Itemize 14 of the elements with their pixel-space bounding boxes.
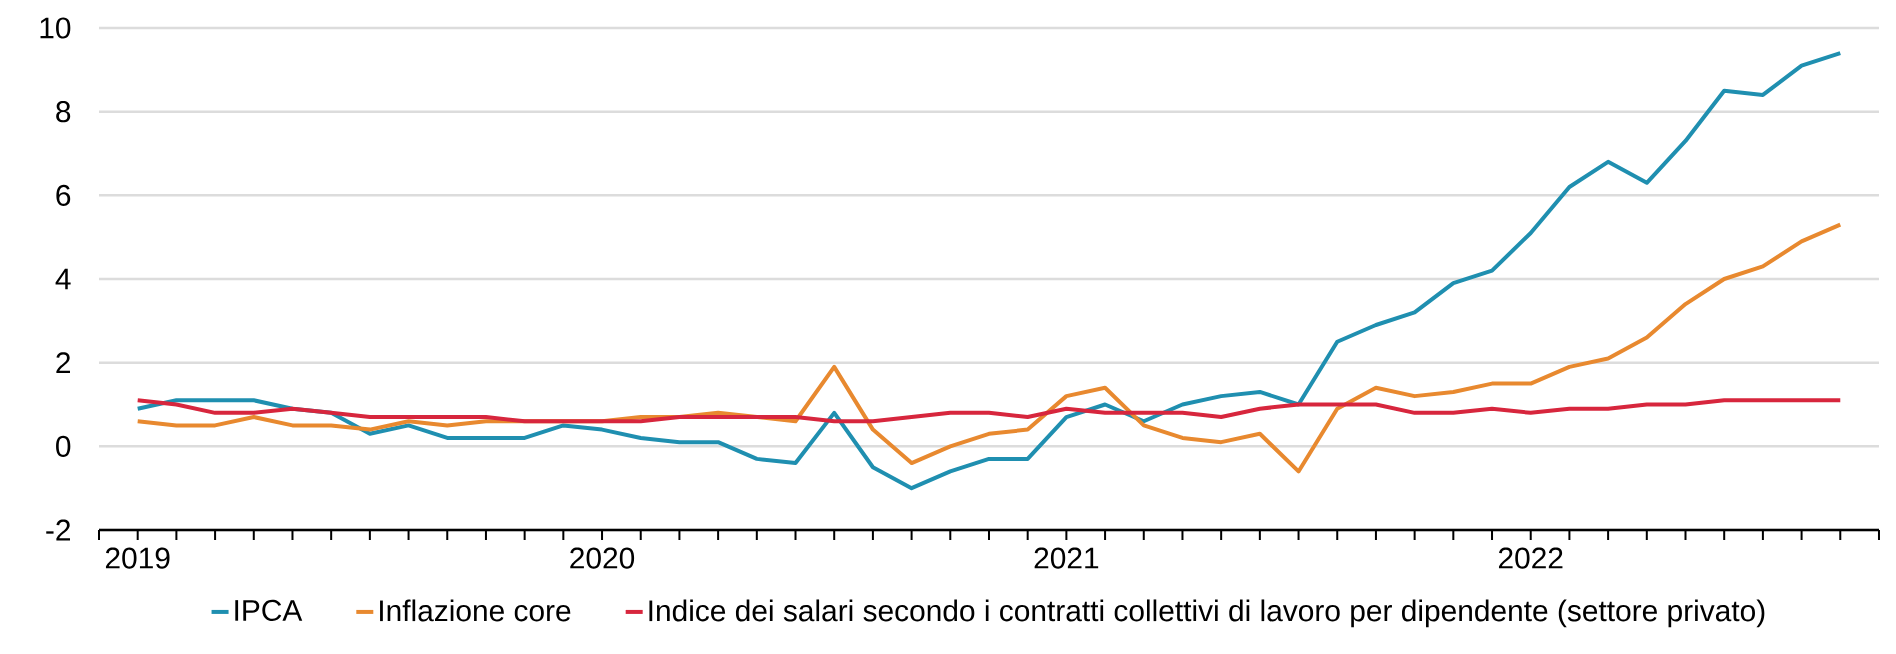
legend-label: Indice dei salari secondo i contratti collettivi di lavoro per dipendente (settore privato): [649, 599, 1765, 628]
x-tick-label: 2020: [570, 547, 635, 569]
y-tick-label: 6: [56, 184, 71, 206]
legend-label: Inflazione core: [380, 599, 571, 622]
legend-label: IPCA: [235, 599, 303, 622]
x-tick-label: 2019: [105, 547, 170, 569]
y-tick-label: 10: [40, 17, 71, 39]
y-tick-label: 4: [55, 268, 71, 290]
y-tick-label: 0: [56, 435, 71, 457]
y-tick-label: -2: [46, 519, 70, 541]
x-tick-label: 2022: [1498, 547, 1563, 569]
x-tick-label: 2021: [1034, 547, 1099, 569]
y-tick-label: 2: [56, 352, 70, 374]
y-tick-label: 8: [56, 101, 71, 123]
